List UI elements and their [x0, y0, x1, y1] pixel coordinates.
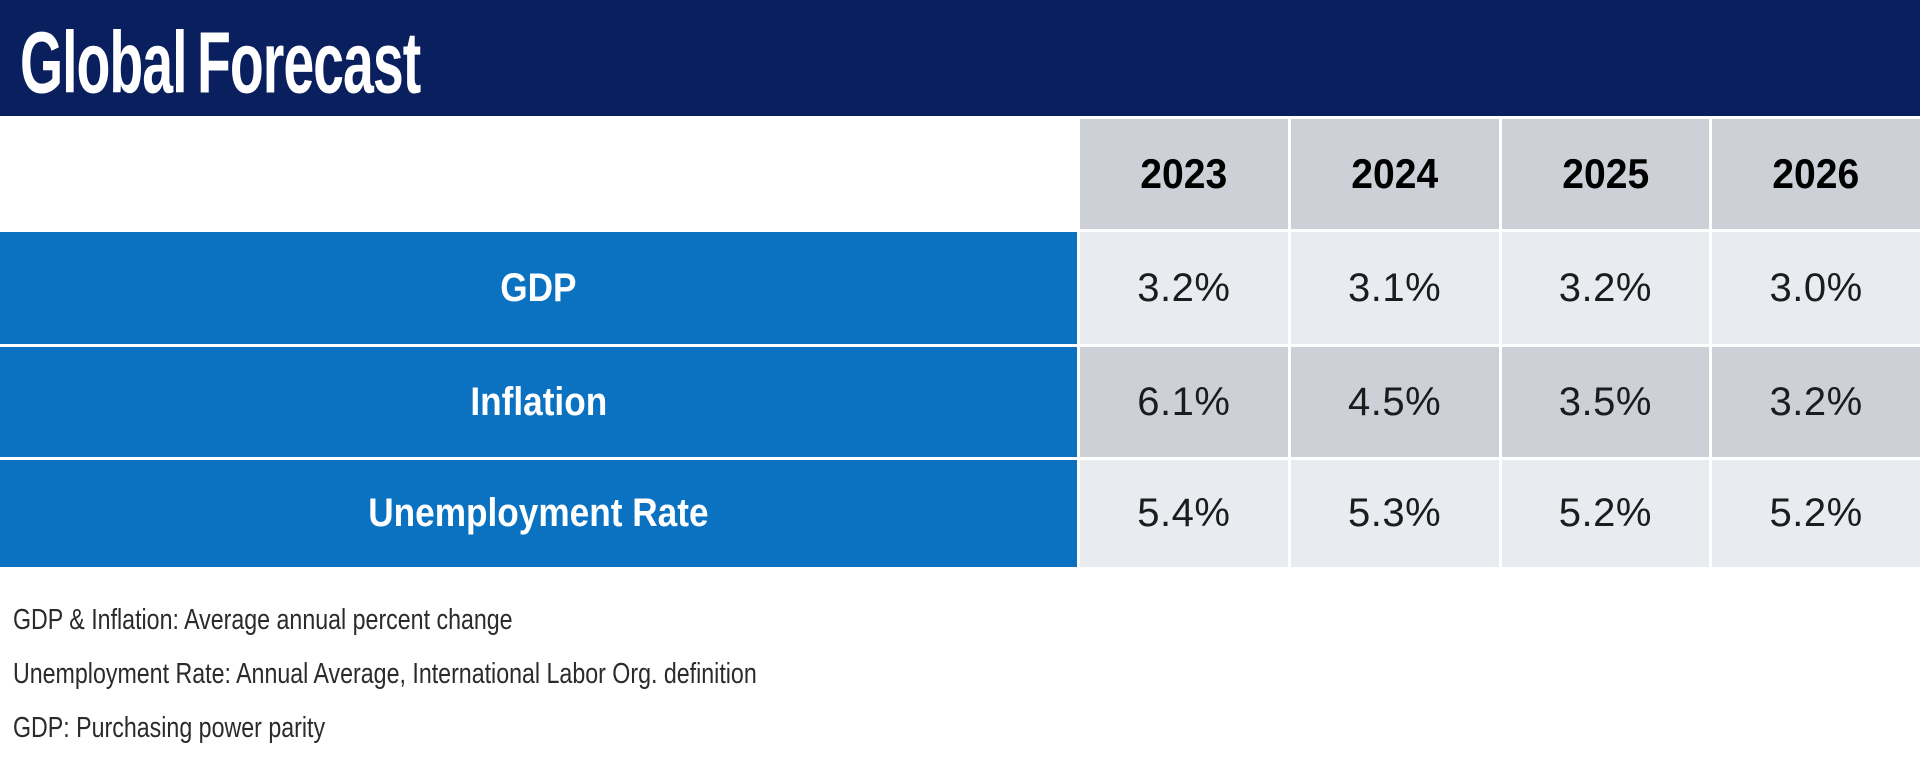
- value-cell-unemployment-2023: 5.4%: [1080, 460, 1288, 567]
- column-header-label: 2024: [1351, 150, 1439, 197]
- value-cell-gdp-2025: 3.2%: [1501, 232, 1710, 344]
- column-header-label: 2023: [1140, 150, 1228, 197]
- row-label-gdp: GDP: [0, 232, 1077, 344]
- value-cell-gdp-2023: 3.2%: [1080, 232, 1288, 344]
- value-cell-unemployment-2026: 5.2%: [1712, 460, 1920, 567]
- column-header-2023: 2023: [1080, 119, 1288, 229]
- row-label-text: Unemployment Rate: [368, 491, 709, 535]
- footnotes: GDP & Inflation: Average annual percent …: [13, 603, 1920, 746]
- footnote-gdp-ppp: GDP: Purchasing power parity: [13, 712, 326, 744]
- table-corner-cell: [0, 119, 1077, 229]
- column-header-2025: 2025: [1501, 119, 1710, 229]
- row-label-text: GDP: [500, 265, 577, 310]
- page-title: Global Forecast: [20, 13, 421, 112]
- value-cell-inflation-2026: 3.2%: [1712, 347, 1920, 457]
- row-label-inflation: Inflation: [0, 347, 1077, 457]
- forecast-table: 2023 2024 2025 2026 GDP 3.2% 3.1% 3.2% 3…: [0, 119, 1920, 567]
- header-bar: Global Forecast: [0, 0, 1920, 116]
- column-header-2024: 2024: [1290, 119, 1499, 229]
- footnote-unemployment: Unemployment Rate: Annual Average, Inter…: [13, 658, 757, 690]
- value-cell-inflation-2024: 4.5%: [1290, 347, 1499, 457]
- value-cell-inflation-2023: 6.1%: [1080, 347, 1288, 457]
- value-cell-unemployment-2025: 5.2%: [1501, 460, 1710, 567]
- row-label-unemployment-rate: Unemployment Rate: [0, 460, 1077, 567]
- value-cell-inflation-2025: 3.5%: [1501, 347, 1710, 457]
- value-cell-gdp-2024: 3.1%: [1290, 232, 1499, 344]
- value-cell-gdp-2026: 3.0%: [1712, 232, 1920, 344]
- column-header-2026: 2026: [1712, 119, 1920, 229]
- column-header-label: 2026: [1772, 150, 1860, 197]
- footnote-gdp-inflation: GDP & Inflation: Average annual percent …: [13, 604, 513, 636]
- value-cell-unemployment-2024: 5.3%: [1290, 460, 1499, 567]
- row-label-text: Inflation: [470, 379, 607, 424]
- column-header-label: 2025: [1561, 150, 1649, 197]
